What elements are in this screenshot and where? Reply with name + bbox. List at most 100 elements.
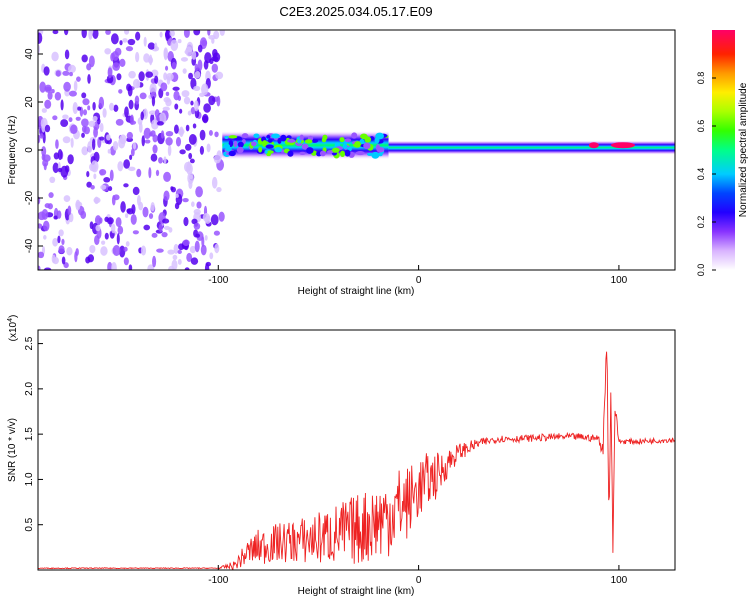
noise-blob [188,134,197,145]
noise-blob [204,235,208,241]
noise-blob [38,223,43,229]
noise-blob [62,70,70,76]
noise-blob [203,103,211,113]
noise-blob [90,160,99,173]
noise-blob [151,119,159,130]
noise-blob [107,67,113,79]
noise-blob [189,245,196,254]
spectral-band [388,140,675,155]
turbulent-blob [311,138,319,143]
noise-blob [182,239,190,246]
colorbar-tick-label: 0.6 [696,120,706,133]
turbulent-blob [366,152,373,157]
noise-blob [162,218,170,224]
noise-blob [103,177,111,183]
noise-blob [80,210,87,220]
noise-blob [143,127,151,140]
noise-blob [108,186,113,192]
noise-blob [54,91,62,101]
noise-blob [90,184,95,190]
noise-blob [160,130,165,139]
noise-blob [154,75,159,84]
turbulent-blob [321,137,327,143]
noise-blob [216,95,221,107]
noise-blob [81,30,87,39]
noise-blob [140,245,147,256]
turbulent-blob [266,134,271,139]
noise-blob [58,245,65,254]
noise-blob [42,220,50,232]
colorbar: 0.0 0.2 0.4 0.6 0.8 Normalized spectral ampl… [696,30,749,276]
noise-blob [141,135,145,147]
noise-blob [204,215,211,224]
spectrogram-y-ticks: -40 -20 0 20 40 [24,48,43,253]
noise-blob [64,49,70,60]
turbulent-blob [326,150,334,154]
noise-blob [43,66,50,76]
noise-blob [132,142,137,150]
noise-blob [60,99,64,111]
turbulent-blob [228,135,238,139]
noise-blob [44,124,51,133]
noise-blob [116,73,122,81]
turbulent-blob [344,149,351,157]
noise-blob [193,85,201,92]
noise-blob [123,246,128,252]
noise-blob [58,229,64,237]
noise-blob [87,74,91,84]
noise-blob [168,227,173,233]
noise-blob [189,174,193,180]
turbulent-blob [376,147,385,153]
noise-blob [170,186,174,191]
noise-blob [110,33,119,45]
noise-blob [160,82,168,92]
noise-blob [195,186,203,198]
noise-blob [185,143,192,151]
snr-y-multiplier: (x104) [7,315,19,342]
turbulent-blob [236,146,244,154]
noise-blob [81,146,89,156]
noise-blob [61,238,65,246]
noise-blob [174,124,179,134]
noise-blob [165,65,169,71]
noise-blob [213,230,220,236]
noise-blob [211,63,218,73]
noise-blob [204,263,210,270]
noise-blob [51,89,55,94]
noise-blob [125,46,134,52]
noise-blob [154,109,160,119]
noise-blob [49,176,56,184]
snr-x-axis-label: Height of straight line (km) [298,586,415,597]
noise-blob [215,71,224,80]
noise-blob [124,106,129,118]
colorbar-tick-label: 0.2 [696,216,706,229]
noise-blob [52,115,58,121]
noise-blob [147,264,155,270]
noise-blob [111,223,116,234]
noise-blob [81,118,89,127]
noise-blob [73,80,78,92]
noise-blob [149,82,157,95]
noise-blob [150,91,157,99]
noise-blob [115,217,122,228]
noise-blob [111,51,119,61]
noise-blob [163,225,171,231]
turbulent-blob [339,137,345,143]
noise-blob [188,152,193,160]
noise-blob [111,262,117,270]
noise-blob [95,224,101,232]
noise-blob [152,144,158,154]
noise-blob [182,68,187,74]
noise-blob [175,136,182,147]
y-tick-label: 1.0 [24,472,35,486]
noise-blob [192,123,197,129]
turbulent-blob [224,135,229,139]
noise-blob [158,157,163,164]
noise-blob [93,126,98,138]
noise-blob [186,252,193,262]
turbulent-blob [280,134,287,142]
noise-region [38,30,225,270]
noise-blob [128,264,133,270]
